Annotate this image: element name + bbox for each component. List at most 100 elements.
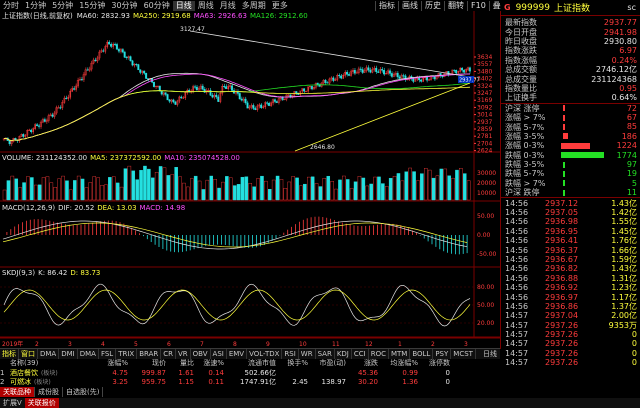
breadth-bar <box>563 189 565 196</box>
sector-name[interactable]: 可燃冰 (板块) <box>10 377 51 386</box>
volume-bar <box>45 176 50 201</box>
indicator-tab[interactable]: SAR <box>316 349 335 359</box>
table-header-cell[interactable]: 量比 <box>180 359 194 367</box>
tool-button[interactable]: 历史 <box>421 0 444 11</box>
candle-body <box>215 94 218 98</box>
breadth-bar <box>563 114 565 121</box>
indicator-tab[interactable]: ROC <box>369 349 389 359</box>
tool-button[interactable]: 画线 <box>398 0 421 11</box>
period-tab[interactable]: 1分钟 <box>25 0 47 10</box>
candle-body <box>412 78 415 82</box>
status-tab[interactable]: 扩展V <box>3 399 22 407</box>
tick-price: 2937.26 <box>545 320 579 330</box>
indicator-tab[interactable]: 窗口 <box>19 349 38 359</box>
table-header-cell[interactable]: 涨速% <box>203 359 224 367</box>
tool-button[interactable]: 叠加 <box>488 0 512 11</box>
indicator-tab[interactable]: OBV <box>191 349 211 359</box>
tool-button[interactable]: F10 <box>467 0 489 11</box>
table-header-cell[interactable]: 流通市值 <box>248 359 276 367</box>
candle-body <box>256 105 259 110</box>
last-price-label: 2937.77 <box>459 78 480 84</box>
period-tab[interactable]: 5分钟 <box>52 0 74 10</box>
candle-body <box>96 57 99 62</box>
indicator-tab[interactable]: RSI <box>282 349 299 359</box>
bottom-tab[interactable]: 自选股(先) <box>63 387 104 397</box>
indicator-tab[interactable]: DMA <box>38 349 60 359</box>
indicator-tab[interactable]: KDJ <box>335 349 352 359</box>
indicator-tab[interactable]: CCI <box>352 349 369 359</box>
candle-body <box>84 69 87 75</box>
kline-chart[interactable]: 3634355734803402332432473169309230142937… <box>0 11 500 349</box>
date-axis-label: 2019年 <box>2 340 23 348</box>
indicator-tab[interactable]: FSL <box>99 349 117 359</box>
indicator-tab[interactable]: MTM <box>389 349 411 359</box>
period-tab[interactable]: 日线 <box>172 0 195 11</box>
bottom-tab[interactable]: 关联品种 <box>0 387 35 397</box>
period-tab[interactable]: 月线 <box>219 0 236 10</box>
bottom-tab[interactable]: 成份股 <box>35 387 63 397</box>
date-axis-label: 6 <box>167 341 171 348</box>
indicator-tab[interactable]: TRIX <box>116 349 138 359</box>
table-header-cell[interactable]: 现价 <box>152 359 166 367</box>
candle-body <box>182 97 185 99</box>
tick-price: 2936.82 <box>545 264 579 274</box>
table-header-cell[interactable]: 涨跌 <box>364 359 378 367</box>
table-header-cell[interactable]: 均涨幅% <box>390 359 418 367</box>
candle-body <box>248 106 251 109</box>
indicator-tab[interactable]: BOLL <box>410 349 434 359</box>
skdj-header: SKDJ(9,3) K: 86.42 D: 83.73 <box>2 269 101 277</box>
indicator-tab[interactable]: 指标 <box>0 349 19 359</box>
status-tab[interactable]: 关联报价 <box>24 398 59 408</box>
tick-row: 14:56 2936.67 1.59亿 <box>501 255 640 264</box>
candle-body <box>22 134 25 137</box>
indicator-tab[interactable]: PSY <box>433 349 452 359</box>
table-header-cell[interactable]: 涨幅% <box>107 359 128 367</box>
indicator-tab[interactable]: DMA <box>78 349 99 359</box>
indicator-tab[interactable]: VR <box>176 349 191 359</box>
candle-body <box>344 72 346 76</box>
candle-body <box>338 75 341 77</box>
volume-bar <box>385 186 389 201</box>
indicator-tab[interactable]: EMV <box>227 349 248 359</box>
candle-body <box>39 121 42 127</box>
period-tab[interactable]: 60分钟 <box>143 0 170 10</box>
indicator-tab[interactable]: VOL-TDX <box>247 349 283 359</box>
candle-body <box>123 51 126 58</box>
table-header-cell[interactable]: 换手% <box>287 359 308 367</box>
period-tab[interactable]: 30分钟 <box>111 0 138 10</box>
table-row[interactable]: 1 酒店餐饮 (板块) 4.75 999.87 1.61 0.14 502.66亿 45.36 0… <box>0 368 500 377</box>
tick-time: 14:56 <box>505 217 529 227</box>
period-tab[interactable]: 15分钟 <box>79 0 106 10</box>
candle-body <box>133 63 136 66</box>
tool-button[interactable]: 指标 <box>375 0 398 11</box>
period-tab[interactable]: 分时 <box>3 0 19 10</box>
tool-button[interactable]: 翻转 <box>444 0 467 11</box>
indicator-tab[interactable]: ASI <box>211 349 227 359</box>
sector-name[interactable]: 酒店餐饮 (板块) <box>10 368 58 377</box>
candle-body <box>86 69 89 71</box>
period-select[interactable]: 日线 <box>483 350 497 358</box>
candle-body <box>117 49 120 52</box>
indicator-tab[interactable]: MCST <box>451 349 476 359</box>
period-tab[interactable]: 周线 <box>197 0 214 10</box>
table-header-cell[interactable]: 涨停数 <box>429 359 450 367</box>
quote-field-value: 0.95 <box>619 83 637 93</box>
indicator-tab[interactable]: DMI <box>59 349 78 359</box>
quote-field: 指数涨幅 0.24% <box>501 56 640 65</box>
indicator-tab[interactable]: WR <box>299 349 316 359</box>
row-index: 2 <box>0 377 5 386</box>
table-row[interactable]: 2 可燃冰 (板块) 3.25 959.75 1.15 0.11 1747.91亿 2.45 13… <box>0 377 500 386</box>
table-header-cell[interactable]: 市盈(动) <box>319 359 346 367</box>
candle-body <box>369 69 372 73</box>
breadth-value: 97 <box>626 160 637 170</box>
volume-bar <box>369 183 373 201</box>
volume-bar <box>131 170 136 201</box>
tick-time: 14:56 <box>505 236 529 246</box>
indicator-tab[interactable]: BRAR <box>137 349 162 359</box>
tick-row: 14:56 2936.82 1.43亿 <box>501 264 640 273</box>
period-tab[interactable]: 多周期 <box>241 0 266 10</box>
table-header-cell[interactable]: 名称(39) <box>10 359 39 367</box>
chart-area[interactable]: 3634 3557 3480 3402 3324 3247 3169 3092 3014 2937… <box>0 11 501 349</box>
indicator-tab[interactable]: CR <box>161 349 176 359</box>
period-tab[interactable]: 更多 <box>271 0 288 10</box>
